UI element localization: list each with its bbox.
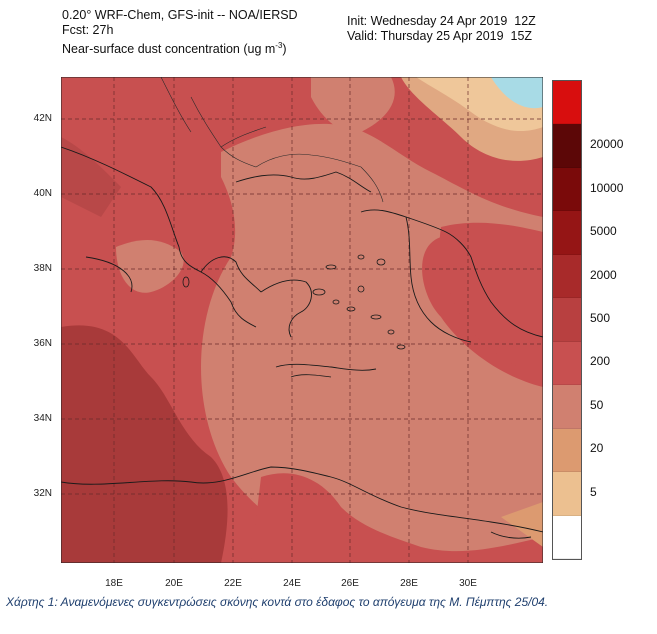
lat-label: 42N — [33, 113, 52, 124]
field-ne-corner — [491, 77, 543, 109]
lon-label: 26E — [341, 578, 359, 589]
colorbar-swatch — [553, 211, 581, 255]
colorbar-label: 10000 — [590, 180, 624, 195]
islands — [182, 254, 406, 378]
lat-label: 34N — [33, 413, 52, 424]
country-borders — [160, 77, 384, 203]
forecast-hour: Fcst: 27h — [62, 23, 114, 37]
lat-label: 38N — [33, 263, 52, 274]
colorbar-label: 50 — [590, 397, 604, 412]
coastlines — [61, 146, 543, 539]
figure-caption: Χάρτης 1: Αναμενόμενες συγκεντρώσεις σκό… — [6, 595, 549, 609]
colorbar-label: 5 — [590, 484, 597, 499]
lon-label: 30E — [459, 578, 477, 589]
colorbar-label: 2000 — [590, 267, 617, 282]
colorbar-label: 20 — [590, 441, 604, 456]
field-light-aegean — [201, 123, 543, 563]
field-dark-west — [61, 325, 228, 563]
colorbar-label: 20000 — [590, 137, 624, 152]
colorbar-swatch — [553, 254, 581, 299]
lon-label: 28E — [400, 578, 418, 589]
lon-label: 20E — [165, 578, 183, 589]
grid-lines — [61, 77, 543, 563]
colorbar-swatch — [553, 385, 581, 429]
valid-time: Valid: Thursday 25 Apr 2019 15Z — [347, 29, 533, 43]
variable-title: Near-surface dust concentration (ug m-3) — [62, 41, 287, 57]
lat-label: 36N — [33, 338, 52, 349]
init-time: Init: Wednesday 24 Apr 2019 12Z — [347, 14, 536, 28]
model-title: 0.20° WRF-Chem, GFS-init -- NOA/IERSD — [62, 8, 298, 22]
map-header-left: 0.20° WRF-Chem, GFS-init -- NOA/IERSD Fc… — [62, 8, 298, 57]
unit-superscript: -3 — [275, 41, 283, 50]
colorbar-swatch — [553, 472, 581, 516]
colorbar-swatch — [553, 81, 581, 125]
field-south-coast — [251, 473, 543, 563]
map-header-right: Init: Wednesday 24 Apr 2019 12Z Valid: T… — [347, 14, 536, 44]
colorbar-label: 5000 — [590, 224, 617, 239]
lon-label: 24E — [283, 578, 301, 589]
colorbar-swatch — [553, 428, 581, 473]
field-light-ionian — [116, 240, 184, 293]
colorbar-swatch — [553, 341, 581, 386]
colorbar-swatch — [553, 124, 581, 168]
colorbar-swatch — [553, 298, 581, 342]
colorbar — [552, 80, 582, 560]
colorbar-label: 500 — [590, 311, 611, 325]
field-light-north — [311, 77, 395, 133]
colorbar-swatch — [553, 515, 581, 559]
lon-label: 18E — [105, 578, 123, 589]
field-se-light — [501, 502, 543, 547]
colorbar-swatch — [553, 167, 581, 212]
field-turkey — [439, 222, 543, 377]
colorbar-label: 200 — [590, 354, 611, 369]
lon-label: 22E — [224, 578, 242, 589]
field-dark-northwest — [61, 137, 121, 217]
lat-label: 40N — [33, 188, 52, 199]
dust-map — [61, 77, 543, 563]
lat-label: 32N — [33, 488, 52, 499]
